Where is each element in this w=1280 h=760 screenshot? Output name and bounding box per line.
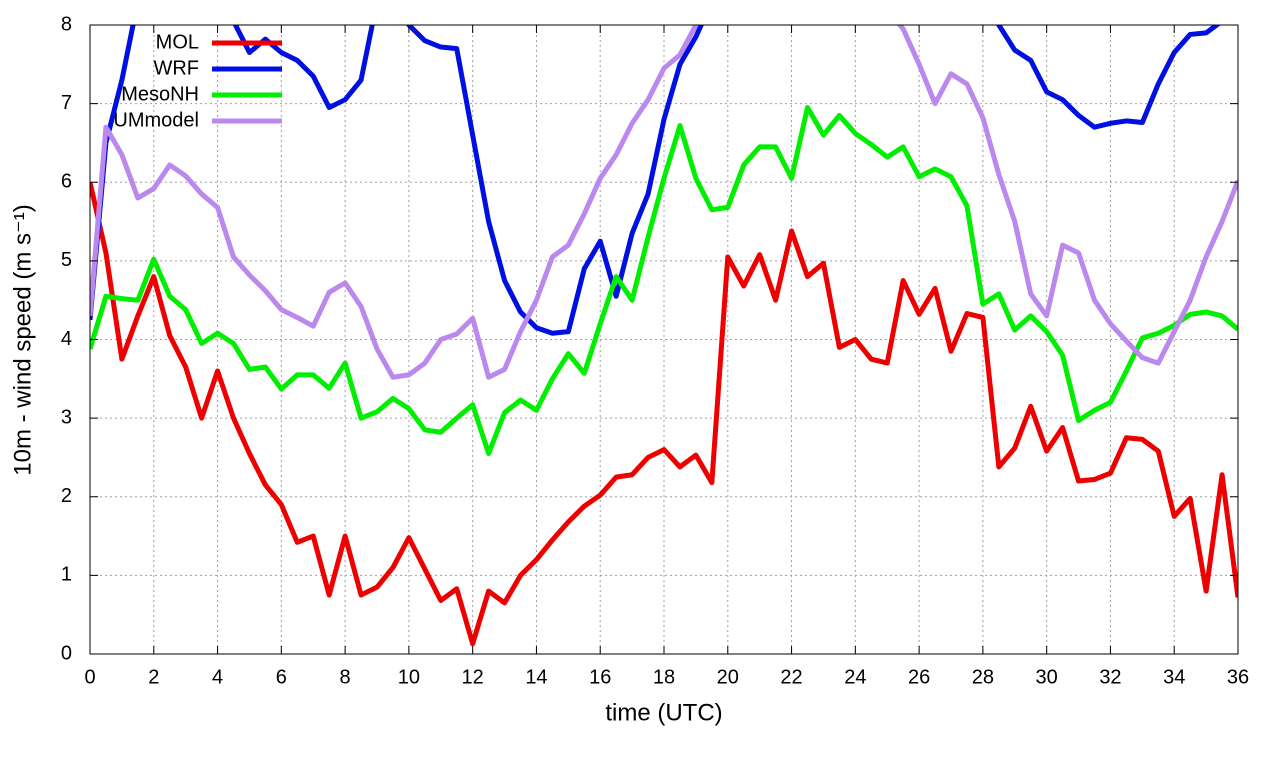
x-tick-label: 12 [462,666,484,688]
x-tick-label: 0 [84,666,95,688]
x-tick-label: 16 [589,666,611,688]
y-tick-label: 0 [61,642,72,664]
plot-area [90,25,1238,647]
y-tick-label: 7 [61,92,72,114]
legend-label: MesoNH [121,83,199,105]
y-axis-label: 10m - wind speed (m s⁻¹) [9,204,36,475]
legend: MOL WRF MesoNH UMmodel [113,31,282,131]
series-line [90,25,1238,380]
x-tick-label: 14 [525,666,547,688]
x-tick-label: 24 [844,666,866,688]
series-line [90,25,1221,336]
y-tick-label: 8 [61,13,72,35]
x-tick-label: 22 [780,666,802,688]
x-tick-label: 20 [717,666,739,688]
x-tick-label: 4 [212,666,223,688]
series-line [90,105,1238,457]
y-tick-label: 3 [61,406,72,428]
x-tick-label: 32 [1099,666,1121,688]
x-tick-label: 8 [340,666,351,688]
y-tick-label: 1 [61,564,72,586]
legend-label: WRF [153,57,199,79]
y-tick-label: 4 [61,328,72,350]
x-tick-label: 30 [1036,666,1058,688]
x-tick-label: 26 [908,666,930,688]
y-tick-label: 2 [61,485,72,507]
x-tick-label: 6 [276,666,287,688]
x-tick-label: 36 [1227,666,1249,688]
series-line [90,181,1238,647]
legend-label: UMmodel [113,109,199,131]
x-tick-label: 18 [653,666,675,688]
x-tick-label: 2 [148,666,159,688]
x-tick-label: 34 [1163,666,1185,688]
y-tick-label: 6 [61,171,72,193]
x-axis-label: time (UTC) [605,699,722,726]
legend-label: MOL [156,31,199,53]
y-tick-label: 5 [61,249,72,271]
x-tick-label: 28 [972,666,994,688]
x-tick-label: 10 [398,666,420,688]
